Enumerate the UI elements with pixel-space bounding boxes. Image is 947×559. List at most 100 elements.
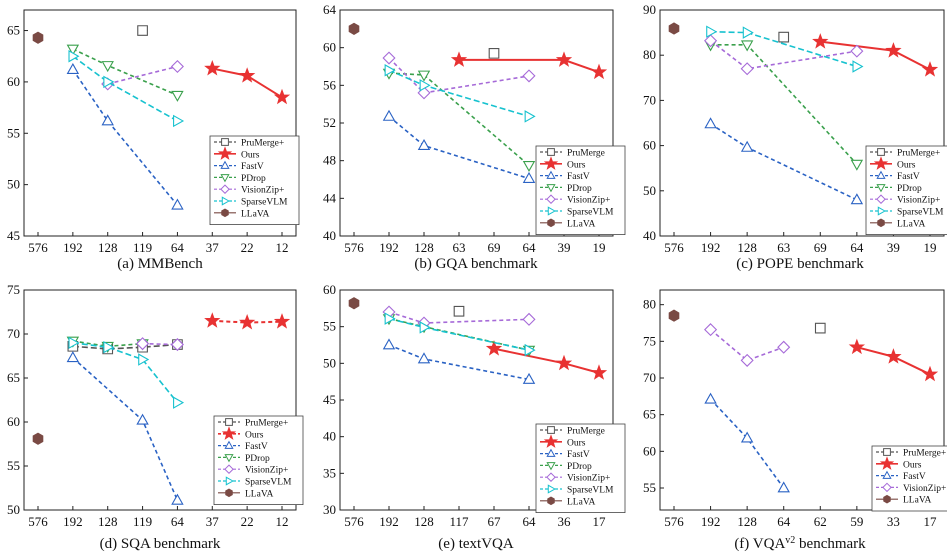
y-tick-label: 56 xyxy=(323,77,337,92)
legend-marker-llava xyxy=(877,218,885,228)
caption-suffix: benchmark xyxy=(795,536,866,552)
y-tick-label: 70 xyxy=(643,92,656,107)
legend-marker-visionzip xyxy=(220,184,230,194)
data-point-sparsevlm xyxy=(524,343,536,357)
y-tick-label: 52 xyxy=(323,115,336,130)
legend-marker-ours xyxy=(221,426,237,440)
data-point-pdrop xyxy=(850,159,864,171)
y-tick-label: 45 xyxy=(7,228,20,243)
x-tick-label: 22 xyxy=(241,240,254,255)
legend-marker-llava xyxy=(547,218,555,228)
x-tick-label: 117 xyxy=(449,514,469,529)
legend-label-visionzip: VisionZip+ xyxy=(897,196,940,206)
data-point-sparsevlm xyxy=(524,110,536,123)
data-point-fastv xyxy=(382,338,396,350)
data-point-sparsevlm xyxy=(852,60,864,73)
chart-caption: (f) VQAv2 benchmark xyxy=(734,535,866,553)
data-point-fastv xyxy=(740,431,754,443)
legend-label-prumerge: PruMerge+ xyxy=(245,419,288,429)
x-tick-label: 128 xyxy=(414,514,434,529)
data-point-sparsevlm xyxy=(419,321,431,334)
chart-panel-6: 55 60 65 70 75 80 576 192 128 64 62 59 33 17 PruMerge+… xyxy=(643,289,947,553)
legend-marker-sparsevlm xyxy=(547,484,556,494)
data-point-visionzip xyxy=(777,340,791,354)
data-point-visionzip xyxy=(740,62,754,76)
x-tick-label: 119 xyxy=(133,514,152,529)
y-tick-label: 55 xyxy=(7,125,20,140)
legend-label-sparsevlm: SparseVLM xyxy=(567,208,614,218)
legend-marker-sparsevlm xyxy=(225,476,234,486)
legend-marker-pdrop xyxy=(224,454,234,463)
series-line-pdrop xyxy=(72,48,178,96)
chart-panel-3: 40 50 60 70 80 90 576 192 128 63 69 64 39 19 PruMerge+… xyxy=(643,2,947,272)
legend-label-sparsevlm: SparseVLM xyxy=(245,478,292,488)
data-point-sparsevlm xyxy=(68,50,80,63)
legend-label-sparsevlm: SparseVLM xyxy=(897,208,944,218)
y-tick-label: 75 xyxy=(643,333,656,348)
legend-label-llava: LLaVA xyxy=(897,219,925,229)
series-line-sparsevlm xyxy=(72,342,179,404)
y-tick-label: 75 xyxy=(7,282,20,297)
x-tick-label: 192 xyxy=(379,240,399,255)
legend-label-prumerge: PruMerge xyxy=(567,149,605,159)
legend-marker-ours xyxy=(873,156,889,170)
legend-label-prumerge: PruMerge xyxy=(567,427,605,437)
x-tick-label: 128 xyxy=(737,514,757,529)
x-tick-label: 17 xyxy=(593,514,607,529)
data-point-ours xyxy=(485,340,503,356)
legend-marker-ours xyxy=(879,456,895,470)
x-tick-label: 128 xyxy=(98,240,118,255)
legend-label-prumerge: PruMerge+ xyxy=(897,149,940,159)
data-point-sparsevlm xyxy=(68,336,80,350)
legend-marker-visionzip xyxy=(876,194,886,204)
data-point-visionzip xyxy=(850,44,864,58)
y-tick-label: 50 xyxy=(323,355,336,370)
data-point-fastv xyxy=(417,352,431,364)
data-point-sparsevlm xyxy=(173,396,185,409)
series-line-fastv xyxy=(72,69,179,206)
data-point-fastv xyxy=(850,193,864,205)
data-point-visionzip xyxy=(522,69,536,83)
chart-caption: (c) POPE benchmark xyxy=(736,256,864,272)
data-point-visionzip xyxy=(522,312,536,326)
y-tick-label: 45 xyxy=(323,392,336,407)
legend-label-visionzip: VisionZip+ xyxy=(903,484,946,494)
legend: PruMerge+Ours FastV VisionZip+ LLaVA xyxy=(871,445,947,512)
x-tick-label: 192 xyxy=(379,514,399,529)
data-point-sparsevlm xyxy=(103,340,115,354)
legend-marker-prumerge xyxy=(883,448,891,456)
y-tick-label: 80 xyxy=(643,297,656,312)
data-point-ours xyxy=(273,88,291,105)
data-point-ours xyxy=(812,33,829,49)
legend-label-ours: Ours xyxy=(567,160,586,170)
data-point-llava xyxy=(348,297,360,310)
data-point-prumerge xyxy=(453,305,465,317)
legend-label-prumerge: PruMerge+ xyxy=(903,449,946,459)
data-point-visionzip xyxy=(170,59,184,74)
data-point-visionzip xyxy=(740,353,754,367)
legend-marker-prumerge xyxy=(877,148,885,156)
series-line-ours xyxy=(493,347,600,374)
y-tick-label: 64 xyxy=(323,2,337,17)
legend-marker-ours xyxy=(543,434,559,448)
y-tick-label: 60 xyxy=(7,414,20,429)
legend-label-llava: LLaVA xyxy=(903,496,931,506)
x-tick-label: 69 xyxy=(488,240,501,255)
data-point-visionzip xyxy=(170,338,184,352)
legend-label-prumerge: PruMerge+ xyxy=(241,139,284,149)
y-tick-label: 48 xyxy=(323,153,336,168)
data-point-sparsevlm xyxy=(419,79,431,92)
legend-label-pdrop: PDrop xyxy=(897,184,922,194)
legend-label-ours: Ours xyxy=(897,160,916,170)
data-point-sparsevlm xyxy=(384,312,396,325)
legend-label-visionzip: VisionZip+ xyxy=(567,196,610,206)
data-point-visionzip xyxy=(704,323,718,337)
plot-frame xyxy=(23,289,297,511)
legend-marker-llava xyxy=(225,488,233,498)
x-tick-label: 37 xyxy=(206,514,220,529)
legend-label-visionzip: VisionZip+ xyxy=(241,186,284,196)
data-point-ours xyxy=(590,364,608,380)
legend-label-llava: LLaVA xyxy=(567,497,595,507)
x-tick-label: 12 xyxy=(276,240,289,255)
